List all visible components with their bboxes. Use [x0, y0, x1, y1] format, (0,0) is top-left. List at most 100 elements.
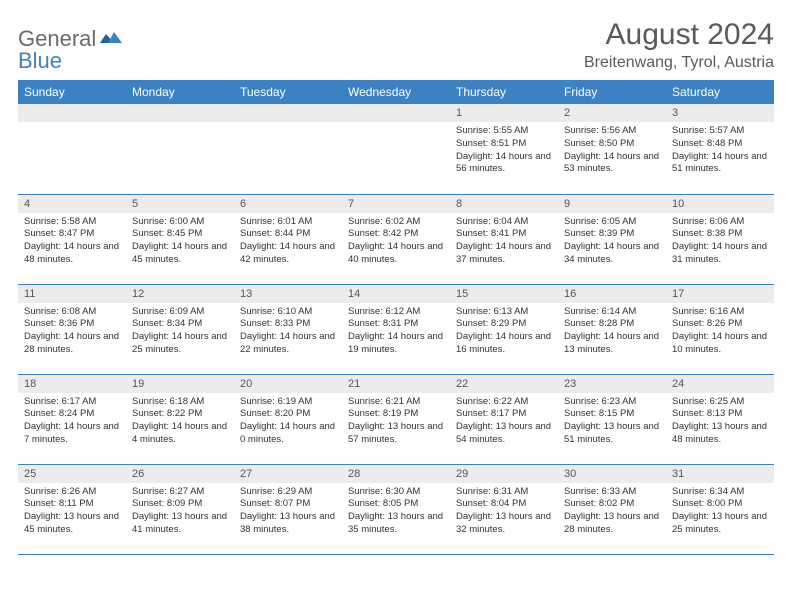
calendar-day-cell: 15Sunrise: 6:13 AMSunset: 8:29 PMDayligh…: [450, 284, 558, 374]
day-details: Sunrise: 6:17 AMSunset: 8:24 PMDaylight:…: [18, 393, 126, 451]
sunrise-text: Sunrise: 6:18 AM: [132, 396, 228, 409]
day-number: 21: [342, 375, 450, 393]
day-number: 27: [234, 465, 342, 483]
day-details: Sunrise: 6:08 AMSunset: 8:36 PMDaylight:…: [18, 303, 126, 361]
day-details: Sunrise: 6:19 AMSunset: 8:20 PMDaylight:…: [234, 393, 342, 451]
daylight-text: Daylight: 13 hours and 45 minutes.: [24, 511, 120, 537]
calendar-header-row: Sunday Monday Tuesday Wednesday Thursday…: [18, 80, 774, 104]
calendar-day-cell: 12Sunrise: 6:09 AMSunset: 8:34 PMDayligh…: [126, 284, 234, 374]
day-number: 14: [342, 285, 450, 303]
calendar-week-row: 11Sunrise: 6:08 AMSunset: 8:36 PMDayligh…: [18, 284, 774, 374]
calendar-day-cell: 8Sunrise: 6:04 AMSunset: 8:41 PMDaylight…: [450, 194, 558, 284]
brand-part2-wrap: Blue: [18, 48, 62, 74]
sunrise-text: Sunrise: 5:55 AM: [456, 125, 552, 138]
day-details: Sunrise: 6:22 AMSunset: 8:17 PMDaylight:…: [450, 393, 558, 451]
day-details: Sunrise: 5:57 AMSunset: 8:48 PMDaylight:…: [666, 122, 774, 180]
calendar-week-row: 18Sunrise: 6:17 AMSunset: 8:24 PMDayligh…: [18, 374, 774, 464]
sunrise-text: Sunrise: 6:21 AM: [348, 396, 444, 409]
calendar-day-cell: 17Sunrise: 6:16 AMSunset: 8:26 PMDayligh…: [666, 284, 774, 374]
sunrise-text: Sunrise: 5:56 AM: [564, 125, 660, 138]
day-details: Sunrise: 6:34 AMSunset: 8:00 PMDaylight:…: [666, 483, 774, 541]
daylight-text: Daylight: 14 hours and 40 minutes.: [348, 241, 444, 267]
day-details: Sunrise: 6:23 AMSunset: 8:15 PMDaylight:…: [558, 393, 666, 451]
sunrise-text: Sunrise: 6:01 AM: [240, 216, 336, 229]
day-number: 17: [666, 285, 774, 303]
day-number: 3: [666, 104, 774, 122]
sunset-text: Sunset: 8:50 PM: [564, 138, 660, 151]
daylight-text: Daylight: 13 hours and 25 minutes.: [672, 511, 768, 537]
calendar-day-cell: 27Sunrise: 6:29 AMSunset: 8:07 PMDayligh…: [234, 464, 342, 554]
day-number: 30: [558, 465, 666, 483]
sunrise-text: Sunrise: 6:00 AM: [132, 216, 228, 229]
sunrise-text: Sunrise: 5:57 AM: [672, 125, 768, 138]
day-details: Sunrise: 6:31 AMSunset: 8:04 PMDaylight:…: [450, 483, 558, 541]
day-details: Sunrise: 6:05 AMSunset: 8:39 PMDaylight:…: [558, 213, 666, 271]
day-number: 4: [18, 195, 126, 213]
sunset-text: Sunset: 8:20 PM: [240, 408, 336, 421]
sunrise-text: Sunrise: 6:05 AM: [564, 216, 660, 229]
day-details: Sunrise: 6:27 AMSunset: 8:09 PMDaylight:…: [126, 483, 234, 541]
daylight-text: Daylight: 14 hours and 37 minutes.: [456, 241, 552, 267]
sunset-text: Sunset: 8:05 PM: [348, 498, 444, 511]
day-details: Sunrise: 6:14 AMSunset: 8:28 PMDaylight:…: [558, 303, 666, 361]
sunset-text: Sunset: 8:51 PM: [456, 138, 552, 151]
daylight-text: Daylight: 14 hours and 53 minutes.: [564, 151, 660, 177]
calendar-day-cell: 9Sunrise: 6:05 AMSunset: 8:39 PMDaylight…: [558, 194, 666, 284]
day-number: 24: [666, 375, 774, 393]
day-number: 9: [558, 195, 666, 213]
daylight-text: Daylight: 14 hours and 7 minutes.: [24, 421, 120, 447]
daylight-text: Daylight: 14 hours and 10 minutes.: [672, 331, 768, 357]
day-number: 28: [342, 465, 450, 483]
sunset-text: Sunset: 8:36 PM: [24, 318, 120, 331]
day-details: Sunrise: 6:16 AMSunset: 8:26 PMDaylight:…: [666, 303, 774, 361]
day-number: 19: [126, 375, 234, 393]
sunset-text: Sunset: 8:02 PM: [564, 498, 660, 511]
calendar-day-cell: 1 Sunrise: 5:55 AMSunset: 8:51 PMDaylight…: [450, 104, 558, 194]
day-number: [234, 104, 342, 122]
sunrise-text: Sunrise: 6:25 AM: [672, 396, 768, 409]
sunset-text: Sunset: 8:39 PM: [564, 228, 660, 241]
sunrise-text: Sunrise: 6:29 AM: [240, 486, 336, 499]
day-details: Sunrise: 6:21 AMSunset: 8:19 PMDaylight:…: [342, 393, 450, 451]
daylight-text: Daylight: 13 hours and 28 minutes.: [564, 511, 660, 537]
sunset-text: Sunset: 8:24 PM: [24, 408, 120, 421]
daylight-text: Daylight: 14 hours and 25 minutes.: [132, 331, 228, 357]
daylight-text: Daylight: 13 hours and 32 minutes.: [456, 511, 552, 537]
day-details: Sunrise: 6:33 AMSunset: 8:02 PMDaylight:…: [558, 483, 666, 541]
day-number: 11: [18, 285, 126, 303]
flag-icon: [100, 29, 122, 50]
daylight-text: Daylight: 14 hours and 0 minutes.: [240, 421, 336, 447]
sunrise-text: Sunrise: 6:34 AM: [672, 486, 768, 499]
daylight-text: Daylight: 14 hours and 48 minutes.: [24, 241, 120, 267]
sunrise-text: Sunrise: 5:58 AM: [24, 216, 120, 229]
sunrise-text: Sunrise: 6:09 AM: [132, 306, 228, 319]
day-number: 8: [450, 195, 558, 213]
calendar-day-cell: 30Sunrise: 6:33 AMSunset: 8:02 PMDayligh…: [558, 464, 666, 554]
daylight-text: Daylight: 13 hours and 38 minutes.: [240, 511, 336, 537]
calendar-day-cell: 22Sunrise: 6:22 AMSunset: 8:17 PMDayligh…: [450, 374, 558, 464]
calendar-day-cell: 18Sunrise: 6:17 AMSunset: 8:24 PMDayligh…: [18, 374, 126, 464]
sunrise-text: Sunrise: 6:12 AM: [348, 306, 444, 319]
calendar-day-cell: 20Sunrise: 6:19 AMSunset: 8:20 PMDayligh…: [234, 374, 342, 464]
daylight-text: Daylight: 14 hours and 31 minutes.: [672, 241, 768, 267]
day-number: 1: [450, 104, 558, 122]
day-details: Sunrise: 6:25 AMSunset: 8:13 PMDaylight:…: [666, 393, 774, 451]
day-details: Sunrise: 6:01 AMSunset: 8:44 PMDaylight:…: [234, 213, 342, 271]
sunset-text: Sunset: 8:19 PM: [348, 408, 444, 421]
daylight-text: Daylight: 14 hours and 28 minutes.: [24, 331, 120, 357]
day-number: 5: [126, 195, 234, 213]
day-details: Sunrise: 6:00 AMSunset: 8:45 PMDaylight:…: [126, 213, 234, 271]
calendar-day-cell: [126, 104, 234, 194]
sunrise-text: Sunrise: 6:19 AM: [240, 396, 336, 409]
day-number: 15: [450, 285, 558, 303]
daylight-text: Daylight: 14 hours and 22 minutes.: [240, 331, 336, 357]
day-number: [342, 104, 450, 122]
weekday-header: Friday: [558, 80, 666, 104]
sunrise-text: Sunrise: 6:13 AM: [456, 306, 552, 319]
sunrise-text: Sunrise: 6:06 AM: [672, 216, 768, 229]
daylight-text: Daylight: 14 hours and 56 minutes.: [456, 151, 552, 177]
daylight-text: Daylight: 13 hours and 51 minutes.: [564, 421, 660, 447]
calendar-day-cell: [234, 104, 342, 194]
calendar-day-cell: 11Sunrise: 6:08 AMSunset: 8:36 PMDayligh…: [18, 284, 126, 374]
calendar-day-cell: [342, 104, 450, 194]
